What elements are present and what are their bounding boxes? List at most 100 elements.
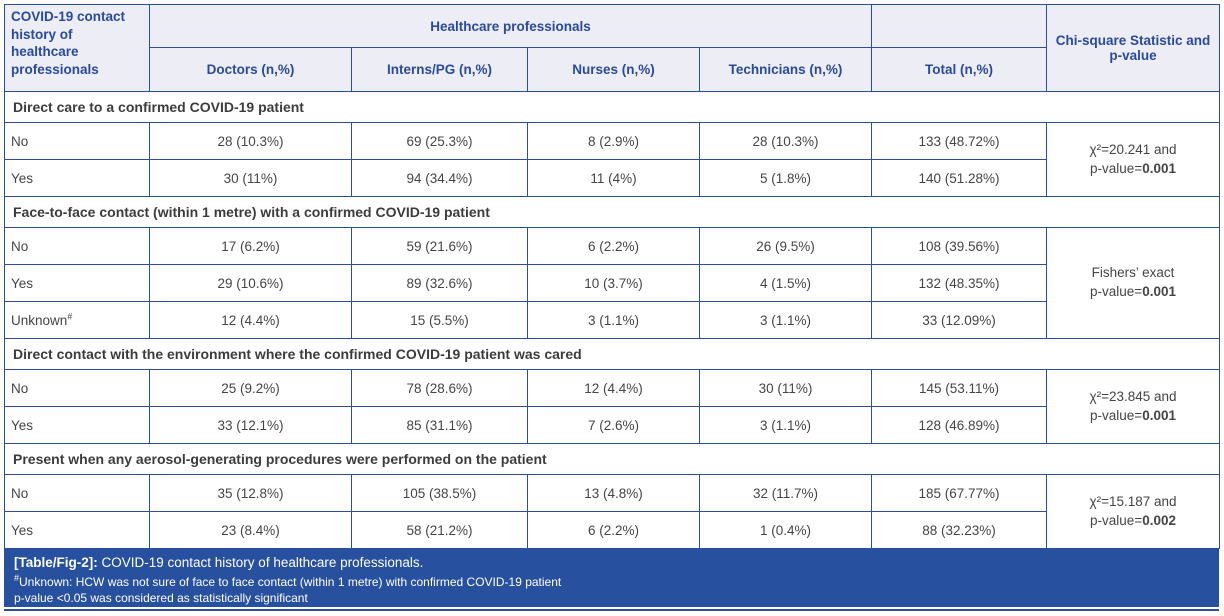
- data-cell: 59 (21.6%): [351, 227, 528, 265]
- table-row: Yes 29 (10.6%) 89 (32.6%) 10 (3.7%) 4 (1.5%)…: [4, 264, 1220, 302]
- stat-line-1: χ²=20.241 and: [1089, 141, 1177, 157]
- row-label: Yes: [4, 264, 150, 302]
- data-cell: 89 (32.6%): [351, 264, 528, 302]
- data-cell: 26 (9.5%): [698, 227, 873, 265]
- data-cell: 105 (38.5%): [351, 474, 528, 512]
- table-row: No 25 (9.2%) 78 (28.6%) 12 (4.4%) 30 (11%) 14…: [4, 369, 1221, 444]
- section-header-row: Direct contact with the environment wher…: [3, 338, 1221, 370]
- data-cell: 69 (25.3%): [351, 122, 528, 160]
- data-cell: 3 (1.1%): [527, 301, 700, 339]
- data-cell: 12 (4.4%): [527, 369, 700, 407]
- table-row: Yes 33 (12.1%) 85 (31.1%) 7 (2.6%) 3 (1.1%) 1…: [4, 406, 1220, 444]
- data-cell: 94 (34.4%): [351, 159, 528, 197]
- stat-line-2: p-value=0.001: [1090, 160, 1176, 176]
- column-header-doctors: Doctors (n,%): [149, 47, 352, 92]
- stat-line-1: χ²=23.845 and: [1089, 388, 1177, 404]
- empty-header-cell: [871, 4, 1048, 48]
- data-cell: 3 (1.1%): [698, 301, 873, 339]
- data-cell: 78 (28.6%): [351, 369, 528, 407]
- data-cell: 30 (11%): [149, 159, 352, 197]
- figure-bottom-border: [4, 609, 1219, 611]
- figure-caption-bar: [Table/Fig-2]: COVID-19 contact history …: [4, 549, 1219, 607]
- row-label: Unknown#: [4, 301, 150, 339]
- data-cell: 35 (12.8%): [149, 474, 352, 512]
- table-row: No 28 (10.3%) 69 (25.3%) 8 (2.9%) 28 (10.3%)…: [4, 122, 1221, 197]
- section-title: Direct contact with the environment wher…: [3, 338, 1221, 370]
- footnote-unknown-marker: #: [14, 572, 20, 583]
- stat-cell: Fishers’ exact p-value=0.001: [1046, 227, 1221, 339]
- section-header-row: Face-to-face contact (within 1 metre) wi…: [3, 196, 1221, 228]
- row-label: Yes: [4, 406, 150, 444]
- contact-history-table: COVID-19 contact history of healthcare p…: [3, 4, 1221, 549]
- stat-cell: χ²=23.845 and p-value=0.001: [1046, 369, 1221, 444]
- data-cell: 30 (11%): [698, 369, 873, 407]
- stat-cell: χ²=20.241 and p-value=0.001: [1046, 122, 1221, 197]
- table-row: No 17 (6.2%) 59 (21.6%) 6 (2.2%) 26 (9.5%) 10…: [4, 227, 1221, 339]
- data-cell: 133 (48.72%): [871, 122, 1048, 160]
- data-cell: 25 (9.2%): [149, 369, 352, 407]
- data-cell: 185 (67.77%): [871, 474, 1048, 512]
- data-cell: 1 (0.4%): [698, 511, 873, 549]
- data-cell: 23 (8.4%): [149, 511, 352, 549]
- data-cell: 28 (10.3%): [698, 122, 873, 160]
- row-label: Yes: [4, 159, 150, 197]
- data-cell: 33 (12.09%): [871, 301, 1048, 339]
- row-label: No: [4, 369, 150, 407]
- data-cell: 58 (21.2%): [351, 511, 528, 549]
- figure-caption-label: [Table/Fig-2]:: [14, 555, 98, 570]
- stat-line-1: Fishers’ exact: [1091, 265, 1175, 281]
- data-cell: 108 (39.56%): [871, 227, 1048, 265]
- data-cell: 6 (2.2%): [527, 227, 700, 265]
- figure-caption-text: COVID-19 contact history of healthcare p…: [97, 555, 424, 570]
- data-cell: 132 (48.35%): [871, 264, 1048, 302]
- data-cell: 140 (51.28%): [871, 159, 1048, 197]
- table-header: COVID-19 contact history of healthcare p…: [4, 4, 1221, 92]
- table-body: Direct care to a confirmed COVID-19 pati…: [3, 91, 1221, 549]
- stat-line-2: p-value=0.001: [1090, 284, 1176, 299]
- data-cell: 128 (46.89%): [871, 406, 1048, 444]
- column-header-technicians: Technicians (n,%): [698, 47, 873, 92]
- stat-p-value: 0.001: [1142, 407, 1176, 423]
- footnote-unknown-text: Unknown: HCW was not sure of face to fac…: [19, 574, 562, 589]
- data-cell: 32 (11.7%): [698, 474, 873, 512]
- column-header-interns-pg: Interns/PG (n,%): [351, 47, 528, 92]
- row-label-footnote-marker: #: [67, 311, 73, 321]
- data-cell: 6 (2.2%): [527, 511, 700, 549]
- data-cell: 4 (1.5%): [698, 264, 873, 302]
- footnote-unknown: #Unknown: HCW was not sure of face to fa…: [14, 572, 1209, 591]
- stat-cell: χ²=15.187 and p-value=0.002: [1046, 474, 1221, 549]
- data-cell: 11 (4%): [527, 159, 700, 197]
- stat-p-value: 0.002: [1142, 512, 1176, 528]
- data-cell: 29 (10.6%): [149, 264, 352, 302]
- section-header-row: Direct care to a confirmed COVID-19 pati…: [3, 91, 1221, 123]
- data-cell: 85 (31.1%): [351, 406, 528, 444]
- column-header-total: Total (n,%): [871, 47, 1048, 92]
- data-cell: 5 (1.8%): [698, 159, 873, 197]
- section-title: Direct care to a confirmed COVID-19 pati…: [3, 91, 1221, 123]
- footnote-pvalue: p-value <0.05 was considered as statisti…: [14, 591, 308, 606]
- column-header-nurses: Nurses (n,%): [527, 47, 700, 92]
- corner-header-cell: COVID-19 contact history of healthcare p…: [4, 4, 150, 92]
- table-fig-2-figure: COVID-19 contact history of healthcare p…: [0, 4, 1224, 616]
- data-cell: 88 (32.23%): [871, 511, 1048, 549]
- data-cell: 12 (4.4%): [149, 301, 352, 339]
- data-cell: 17 (6.2%): [149, 227, 352, 265]
- section-title: Present when any aerosol-generating proc…: [3, 443, 1221, 475]
- data-cell: 15 (5.5%): [351, 301, 528, 339]
- stat-p-value: 0.001: [1142, 160, 1176, 176]
- data-cell: 28 (10.3%): [149, 122, 352, 160]
- header-row-group: COVID-19 contact history of healthcare p…: [4, 4, 1221, 92]
- figure-caption: [Table/Fig-2]: COVID-19 contact history …: [14, 554, 1209, 572]
- section-title: Face-to-face contact (within 1 metre) wi…: [3, 196, 1221, 228]
- group-header-healthcare-professionals: Healthcare professionals: [148, 4, 873, 48]
- row-label: Yes: [4, 511, 150, 549]
- data-cell: 7 (2.6%): [527, 406, 700, 444]
- row-label: No: [4, 474, 150, 512]
- row-label: No: [4, 227, 150, 265]
- table-row: Unknown# 12 (4.4%) 15 (5.5%) 3 (1.1%) 3 (1.1…: [4, 301, 1220, 339]
- data-cell: 8 (2.9%): [527, 122, 700, 160]
- data-cell: 3 (1.1%): [698, 406, 873, 444]
- stat-line-2: p-value=0.002: [1090, 512, 1176, 528]
- stat-line-1: χ²=15.187 and: [1089, 493, 1177, 509]
- data-cell: 33 (12.1%): [149, 406, 352, 444]
